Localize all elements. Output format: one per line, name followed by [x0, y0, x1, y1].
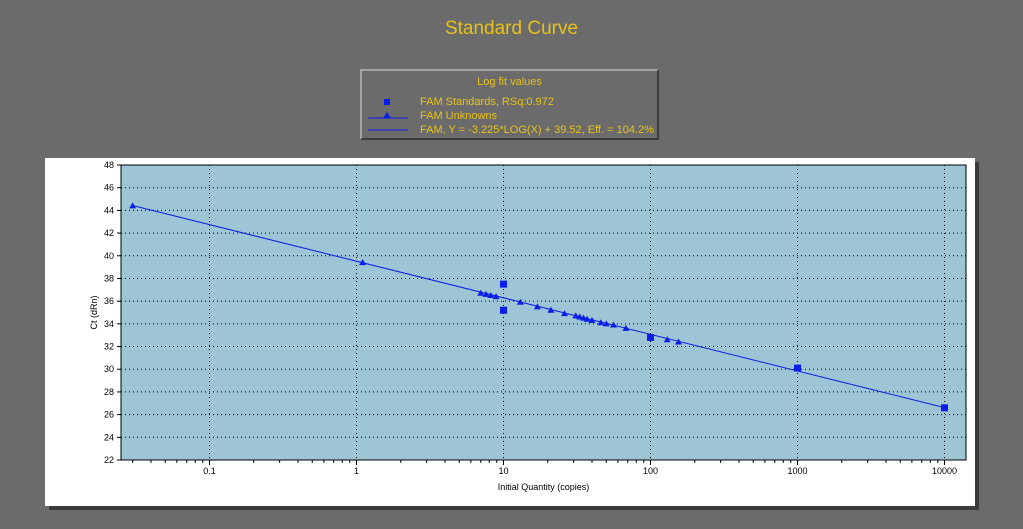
unknown-point	[597, 319, 605, 326]
x-tick-label: 1000	[788, 466, 808, 476]
legend-entry-standards: FAM Standards, RSq:0.972	[362, 95, 657, 109]
standard-curve-plot: 22 24 26 28 30 32 34 36 38 40 42 44 46 48 0.1 1 10 100 100…	[89, 160, 967, 492]
y-tick-label: 26	[104, 410, 114, 420]
legend-box: Log fit values FAM Standards, RSq:0.972 …	[360, 69, 659, 140]
plot-border	[120, 164, 967, 461]
plot-area	[121, 165, 966, 460]
unknown-point	[547, 306, 555, 313]
y-tick-label: 48	[104, 160, 114, 170]
unknown-point	[561, 310, 569, 317]
y-tick-label: 46	[104, 183, 114, 193]
unknown-point	[602, 320, 610, 327]
y-tick-label: 30	[104, 364, 114, 374]
standard-point	[500, 306, 508, 314]
x-tick-label: 1	[354, 466, 359, 476]
triangle-line-icon	[368, 112, 408, 119]
unknown-point	[482, 290, 490, 297]
unknown-point	[533, 303, 541, 310]
line-icon	[368, 129, 408, 131]
y-tick-label: 32	[104, 342, 114, 352]
y-tick-label: 36	[104, 296, 114, 306]
y-tick-label: 40	[104, 251, 114, 261]
legend-label-unknowns: FAM Unknowns	[420, 110, 498, 122]
legend-entry-fit: FAM, Y = -3.225*LOG(X) + 39.52, Eff. = 1…	[362, 123, 657, 137]
y-tick-label: 34	[104, 319, 114, 329]
unknown-point	[622, 324, 630, 331]
standard-point	[794, 364, 802, 372]
y-tick-label: 38	[104, 273, 114, 283]
x-tick-label: 100	[643, 466, 658, 476]
square-icon	[384, 99, 390, 105]
x-tick-label: 10	[499, 466, 509, 476]
unknown-point	[609, 321, 617, 328]
standard-point	[941, 404, 949, 412]
y-axis-title: Ct (dRn)	[89, 295, 99, 329]
x-axis-title: Initial Quantity (copies)	[498, 482, 590, 492]
standard-point	[500, 280, 508, 288]
standard-point	[647, 333, 655, 341]
unknown-point	[129, 202, 137, 209]
y-tick-label: 22	[104, 455, 114, 465]
unknown-point	[492, 293, 500, 300]
x-tick-label: 10000	[932, 466, 957, 476]
legend-entry-unknowns: FAM Unknowns	[362, 109, 657, 123]
y-tick-label: 44	[104, 205, 114, 215]
y-tick-label: 28	[104, 387, 114, 397]
chart-title: Standard Curve	[444, 18, 579, 39]
unknown-point	[572, 312, 580, 319]
chart-panel: 22 24 26 28 30 32 34 36 38 40 42 44 46 48 0.1 1 10 100 100…	[45, 158, 975, 506]
unknown-point	[674, 338, 682, 345]
unknown-point	[516, 298, 524, 305]
legend-title: Log fit values	[477, 76, 542, 88]
legend-label-fit: FAM, Y = -3.225*LOG(X) + 39.52, Eff. = 1…	[420, 124, 654, 136]
unknown-point	[359, 259, 367, 266]
unknown-point	[583, 315, 591, 322]
unknown-point	[663, 336, 671, 343]
y-tick-label: 42	[104, 228, 114, 238]
unknown-point	[588, 316, 596, 323]
unknown-point	[576, 313, 584, 320]
unknown-point	[487, 291, 495, 298]
legend-label-standards: FAM Standards, RSq:0.972	[420, 96, 554, 108]
x-tick-label: 0.1	[203, 466, 216, 476]
unknown-point	[477, 289, 485, 296]
y-tick-label: 24	[104, 432, 114, 442]
